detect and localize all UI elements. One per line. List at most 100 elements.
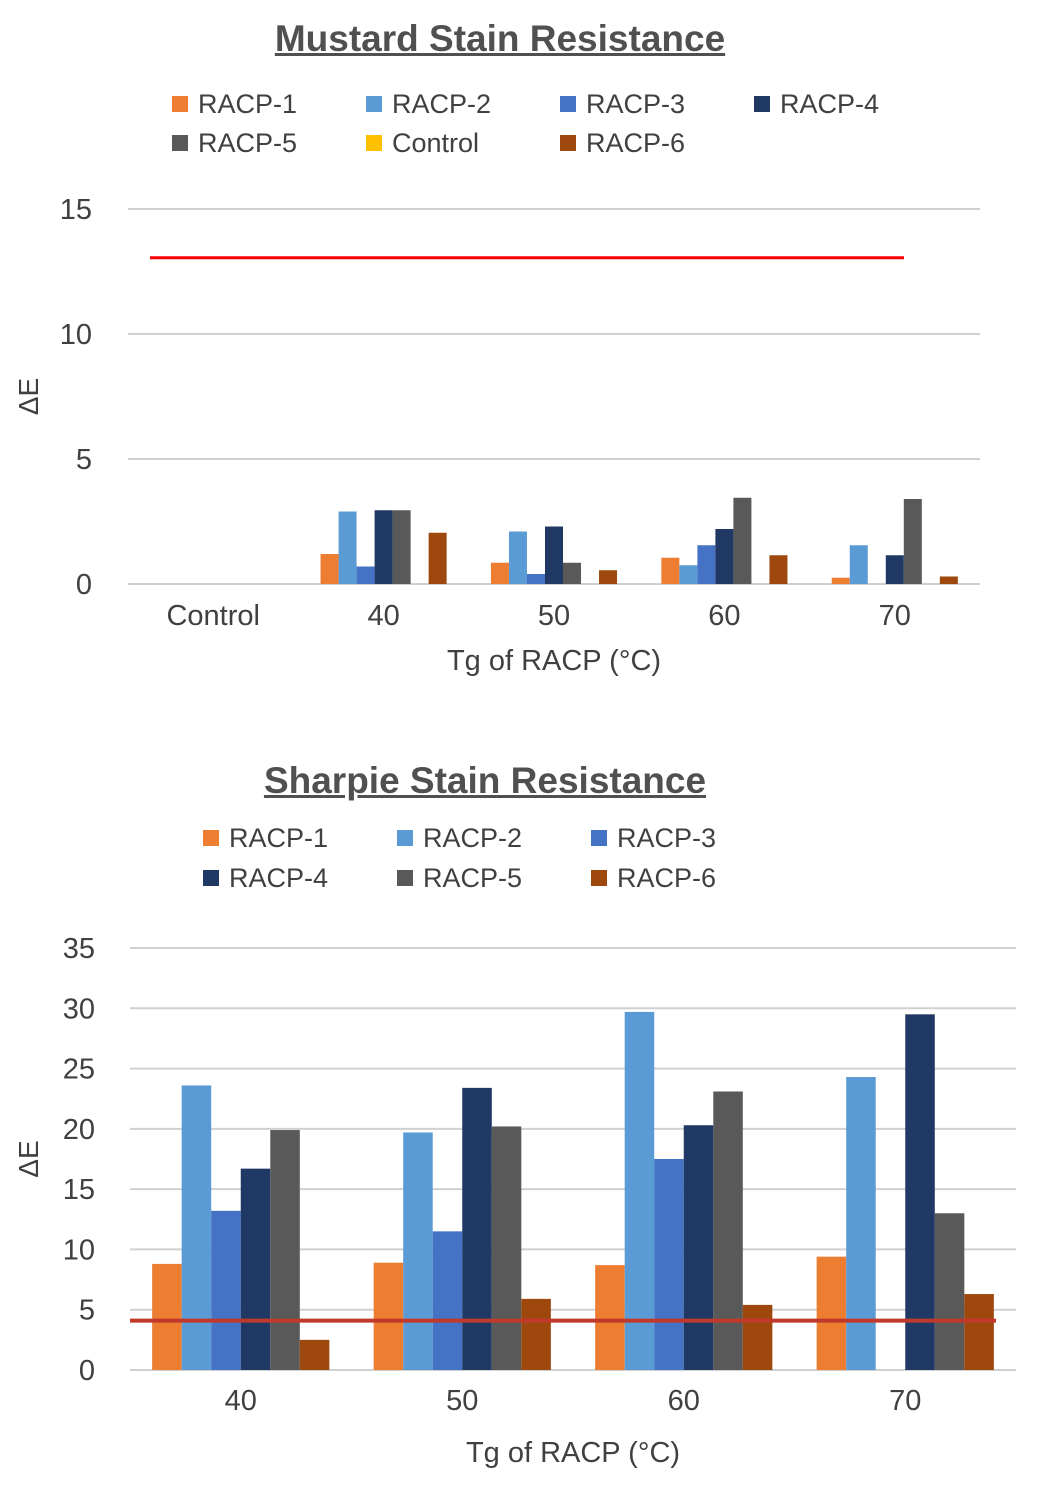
legend-label: RACP-4 (780, 88, 880, 119)
y-tick-label: 10 (63, 1234, 95, 1266)
legend-swatch (172, 96, 188, 112)
y-tick-label: 15 (60, 194, 92, 226)
y-tick-label: 15 (63, 1174, 95, 1206)
y-axis-label: ΔE (13, 1140, 44, 1177)
bar-racp-6-60 (769, 555, 788, 584)
y-tick-label: 10 (60, 319, 92, 351)
chart-title: Mustard Stain Resistance (274, 18, 726, 59)
bar-racp-5-70 (934, 1213, 965, 1370)
bar-racp-6-70 (964, 1294, 994, 1370)
x-tick-label: 50 (446, 1385, 478, 1417)
bar-racp-5-60 (733, 497, 752, 584)
bar-racp-3-40 (356, 566, 375, 584)
legend-label: RACP-1 (229, 822, 329, 853)
bar-racp-3-50 (432, 1231, 463, 1370)
sharpie-plot-area: 0 5 10 15 20 25 30 35 40 50 60 70 ΔE Tg of RACP (°… (13, 933, 1016, 1469)
legend-swatch (591, 870, 607, 886)
bar-racp-5-70 (903, 499, 922, 584)
y-tick-label: 0 (79, 1355, 95, 1387)
bar-racp-2-60 (624, 1011, 655, 1370)
legend-label: RACP-3 (586, 88, 686, 119)
bar-racp-3-60 (697, 545, 716, 584)
bar-racp-6-70 (939, 576, 958, 584)
legend-swatch (366, 96, 382, 112)
x-tick-label: 40 (367, 600, 399, 632)
mustard-plot-area: 0 5 10 15 Control 40 50 60 70 ΔE Tg of RACP (°C… (13, 194, 980, 677)
x-tick-label: 70 (879, 600, 911, 632)
bar-racp-3-40 (211, 1210, 241, 1370)
bar-racp-1-50 (373, 1262, 404, 1370)
legend-swatch (754, 96, 770, 112)
bar-racp-6-60 (742, 1304, 773, 1370)
legend-item-racp-6: RACP-6 (560, 128, 685, 158)
legend-label: Control (392, 127, 480, 158)
legend-item-racp-2: RACP-2 (397, 823, 522, 853)
bar-racp-5-40 (392, 510, 411, 584)
bar-racp-2-40 (181, 1085, 212, 1370)
legend-label: RACP-2 (392, 88, 492, 119)
bar-racp-3-60 (654, 1159, 684, 1370)
bar-racp-1-50 (490, 562, 509, 584)
y-tick-label: 5 (79, 1295, 95, 1327)
legend-swatch (560, 96, 576, 112)
bar-racp-4-50 (544, 526, 564, 584)
chart-title: Sharpie Stain Resistance (263, 760, 707, 801)
legend-label: RACP-4 (229, 862, 329, 893)
legend-item-racp-3: RACP-3 (591, 823, 716, 853)
bar-racp-4-70 (885, 555, 904, 584)
bar-racp-5-60 (713, 1091, 743, 1370)
legend-swatch (203, 830, 219, 846)
legend-swatch (366, 135, 382, 151)
y-tick-label: 30 (63, 993, 95, 1025)
legend-swatch (172, 135, 188, 151)
bar-racp-6-50 (599, 570, 618, 584)
y-tick-label: 5 (76, 444, 92, 476)
legend-item-racp-6: RACP-6 (591, 863, 716, 893)
bar-racp-1-40 (320, 554, 339, 584)
bar-racp-4-60 (683, 1125, 714, 1370)
bar-racp-6-50 (521, 1298, 551, 1370)
legend-item-racp-5: RACP-5 (397, 863, 522, 893)
y-axis-label: ΔE (13, 378, 44, 415)
legend-label: RACP-6 (617, 862, 717, 893)
legend-item-racp-2: RACP-2 (366, 89, 491, 119)
bar-racp-1-60 (661, 557, 680, 584)
y-tick-label: 35 (63, 933, 95, 965)
y-tick-label: 25 (63, 1054, 95, 1086)
bar-racp-1-70 (831, 577, 850, 584)
legend-item-control: Control (366, 128, 479, 158)
x-tick-label: Control (166, 600, 260, 632)
legend-label: RACP-5 (423, 862, 523, 893)
bar-racp-2-60 (679, 565, 698, 584)
sharpie-chart-panel: Sharpie Stain Resistance RACP-1 RACP-2 R… (0, 750, 1040, 1491)
bar-racp-6-40 (299, 1339, 330, 1370)
legend-item-racp-3: RACP-3 (560, 89, 685, 119)
legend-swatch (560, 135, 576, 151)
legend-item-racp-1: RACP-1 (172, 89, 297, 119)
legend-swatch (397, 870, 413, 886)
mustard-chart-panel: Mustard Stain Resistance RACP-1 RACP-2 R… (0, 0, 1040, 720)
y-tick-label: 0 (76, 569, 92, 601)
legend-label: RACP-5 (198, 127, 298, 158)
x-tick-label: 40 (225, 1385, 257, 1417)
bar-racp-1-40 (152, 1263, 182, 1370)
bar-racp-5-50 (491, 1126, 522, 1370)
bar-racp-2-70 (846, 1077, 876, 1370)
bar-racp-6-40 (428, 532, 447, 584)
legend-item-racp-4: RACP-4 (203, 863, 328, 893)
legend-label: RACP-3 (617, 822, 717, 853)
bar-racp-4-70 (905, 1014, 935, 1370)
bar-racp-1-60 (595, 1265, 625, 1370)
legend-swatch (203, 870, 219, 886)
bar-racp-2-70 (849, 545, 868, 584)
legend-swatch (591, 830, 607, 846)
legend-item-racp-1: RACP-1 (203, 823, 328, 853)
legend-label: RACP-2 (423, 822, 523, 853)
x-tick-label: 60 (708, 600, 740, 632)
legend-item-racp-5: RACP-5 (172, 128, 297, 158)
bar-racp-4-60 (715, 529, 734, 584)
bar-racp-3-50 (526, 574, 545, 584)
bar-racp-2-40 (338, 511, 357, 584)
legend-swatch (397, 830, 413, 846)
y-tick-label: 20 (63, 1114, 95, 1146)
